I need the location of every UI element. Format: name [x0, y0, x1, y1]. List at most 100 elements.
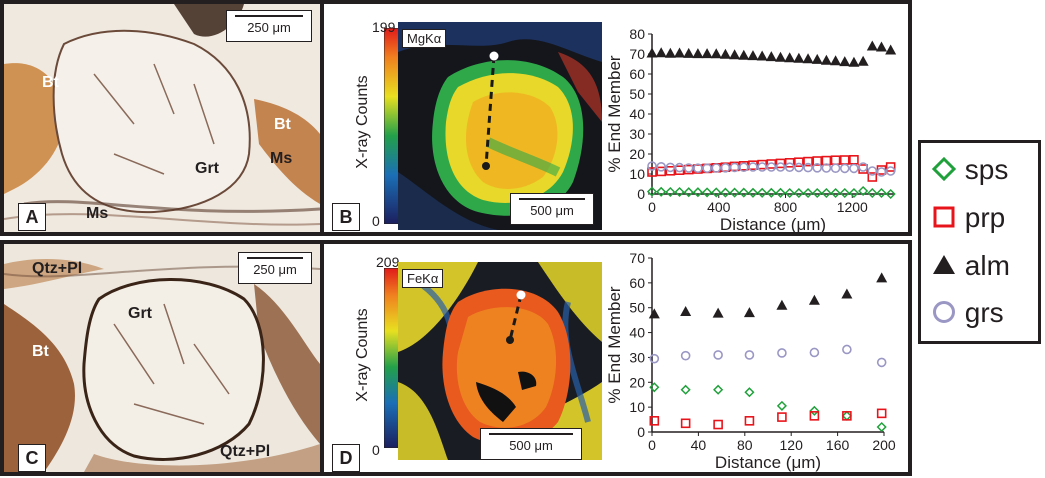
prp-point [775, 158, 786, 169]
grs-point [674, 162, 685, 173]
sps-point [729, 187, 740, 198]
grs-point [803, 162, 813, 173]
y-tick-label: 30 [629, 126, 645, 142]
grs-point [711, 163, 722, 173]
sps-point [839, 187, 850, 199]
x-axis-label: Distance (μm) [715, 453, 821, 472]
y-axis-label: % End Member [605, 286, 624, 403]
x-axis-label: Distance (μm) [720, 215, 826, 234]
y-tick-label: 70 [629, 46, 645, 62]
alm-point [830, 55, 842, 66]
prp-point [812, 156, 823, 166]
grs-point [784, 162, 795, 172]
alm-point [712, 307, 724, 318]
prp-point [777, 412, 787, 422]
alm-point [655, 47, 667, 58]
prp-point [849, 155, 859, 165]
legend-label-prp: prp [964, 202, 1006, 233]
legend-item-sps: sps [931, 155, 1008, 185]
legend-label-alm: alm [964, 250, 1010, 281]
grs-point [858, 162, 868, 172]
y-tick-label: 50 [629, 86, 645, 102]
grs-point [748, 162, 758, 172]
panel-tag-a: A [18, 203, 46, 231]
sps-point [683, 187, 694, 198]
grs-point [665, 162, 676, 173]
label-a-grt: Grt [195, 160, 219, 177]
x-tick-label: 120 [780, 437, 804, 453]
sps-point [830, 187, 841, 199]
x-tick-label: 800 [774, 199, 798, 215]
xray-map-d [398, 262, 602, 460]
grs-point [683, 163, 694, 173]
grs-point [876, 167, 887, 177]
alm-point [680, 305, 692, 316]
grs-point [777, 348, 787, 358]
grs-point [885, 166, 896, 176]
y-tick-label: 40 [629, 106, 645, 122]
scalebar-a: 250 μm [226, 10, 312, 42]
y-tick-label: 10 [629, 166, 645, 182]
label-a-bt-2: Bt [274, 116, 291, 133]
sps-point [793, 187, 804, 199]
alm-point [775, 51, 787, 62]
sps-point [766, 187, 777, 198]
sps-point [649, 382, 660, 393]
alm-point [719, 48, 731, 59]
sps-point [885, 188, 896, 200]
y-tick-label: 0 [637, 424, 645, 440]
panel-tag-c: C [18, 444, 46, 472]
grs-point [809, 347, 820, 358]
colorbar-d-label: X-ray Counts [354, 308, 371, 402]
sps-point [711, 187, 722, 198]
sps-point [784, 187, 795, 199]
alm-point [738, 49, 750, 60]
grs-point [775, 162, 786, 172]
alm-point [848, 56, 860, 67]
alm-point [866, 40, 878, 51]
colorbar-b-label: X-ray Counts [354, 75, 371, 169]
label-c-bt: Bt [32, 343, 49, 360]
colorbar-d-min: 0 [372, 442, 380, 458]
alm-point [648, 308, 660, 319]
colorbar-d-max: 209 [376, 254, 400, 270]
alm-point [701, 48, 713, 59]
x-tick-label: 80 [737, 437, 753, 453]
prp-point [766, 159, 777, 169]
grs-point [649, 353, 660, 364]
prp-point [803, 156, 813, 167]
x-tick-label: 40 [691, 437, 707, 453]
sps-point [812, 187, 823, 199]
micrograph-c [4, 244, 320, 472]
y-tick-label: 50 [629, 300, 645, 316]
sps-point [665, 186, 676, 198]
sps-point [674, 186, 685, 198]
prp-point [649, 416, 660, 426]
alm-point [841, 288, 853, 299]
alm-point [664, 47, 676, 58]
grs-point [713, 350, 723, 360]
sps-point [744, 387, 755, 398]
label-a-bt: Bt [42, 74, 59, 91]
grs-point [842, 344, 852, 355]
alm-point [674, 47, 686, 58]
label-a-ms: Ms [270, 150, 293, 167]
prp-point [867, 172, 878, 182]
alm-point [784, 52, 796, 63]
prp-point [656, 166, 666, 177]
panel-tag-d: D [332, 444, 360, 472]
grs-point [720, 163, 731, 173]
legend-item-alm: alm [931, 251, 1010, 281]
panel-tag-b: B [332, 203, 360, 231]
y-tick-label: 40 [629, 325, 645, 341]
scalebar-c-text: 250 μm [253, 262, 297, 277]
triangle-icon [933, 255, 955, 274]
scalebar-c: 250 μm [238, 252, 312, 284]
sps-point [775, 187, 786, 198]
prp-point [744, 416, 755, 426]
sps-point [757, 187, 768, 198]
alm-point [820, 54, 832, 65]
label-c-grt: Grt [128, 305, 152, 322]
legend-item-prp: prp [931, 203, 1005, 233]
